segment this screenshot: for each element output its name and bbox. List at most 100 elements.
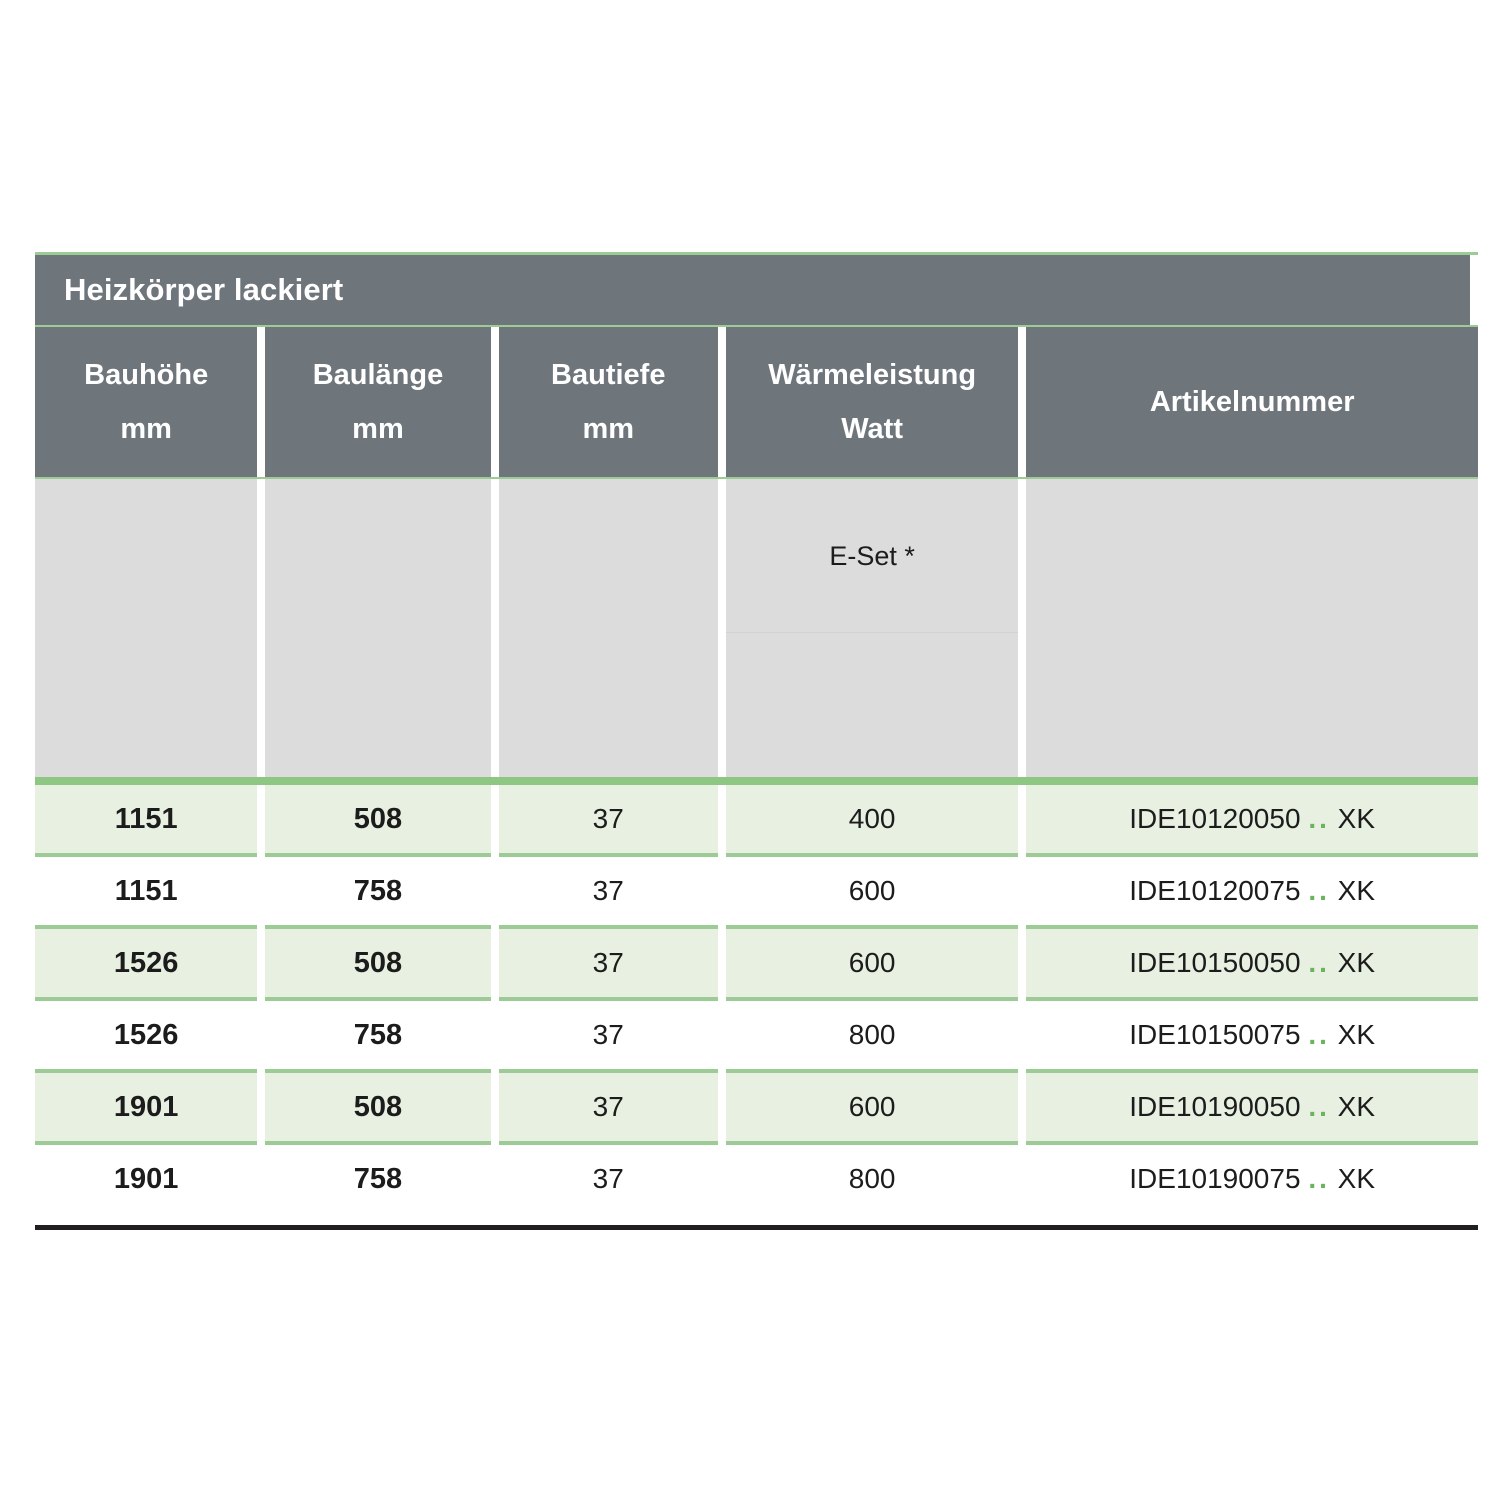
- column-divider: [257, 857, 266, 925]
- cell-watt: 600: [725, 1073, 1019, 1141]
- cell-bautiefe: 37: [498, 785, 718, 853]
- specification-table: Heizkörper lackiert Bauhöhe mm Baulänge …: [35, 252, 1478, 1230]
- article-number-suffix: XK: [1329, 803, 1376, 834]
- column-divider: [717, 929, 726, 997]
- column-divider: [490, 1073, 499, 1141]
- table-row: 1901 508 37 600 IDE10190050 .. XK: [35, 1073, 1478, 1141]
- table-subheader-row: E-Set *: [35, 479, 1478, 777]
- cell-baulaenge: 758: [353, 1162, 403, 1195]
- cell-bauhoehe: 1526: [35, 929, 258, 997]
- column-divider: [717, 857, 726, 925]
- page-title: Heizkörper lackiert: [64, 272, 344, 307]
- column-divider: [717, 1073, 726, 1141]
- article-number-prefix: IDE10120075: [1129, 875, 1309, 906]
- column-divider: [257, 1001, 266, 1069]
- column-divider: [717, 1069, 726, 1073]
- cell-watt: 800: [848, 1163, 896, 1194]
- article-number-suffix: XK: [1329, 1019, 1376, 1050]
- cell-bauhoehe: 1901: [35, 1073, 258, 1141]
- column-divider: [490, 997, 499, 1001]
- column-divider: [1018, 997, 1027, 1001]
- cell-artikelnummer: IDE10190050 .. XK: [1026, 1073, 1478, 1141]
- column-divider: [717, 925, 726, 929]
- column-divider: [1018, 925, 1027, 929]
- row-separator-segment: [35, 1069, 258, 1073]
- row-separator-segment: [1026, 853, 1478, 857]
- column-divider: [1018, 1141, 1027, 1145]
- cell-bautiefe: 37: [592, 1163, 624, 1194]
- column-divider: [1018, 785, 1027, 853]
- row-separator-segment: [725, 925, 1019, 929]
- column-divider: [257, 785, 266, 853]
- column-header-label: Baulänge: [312, 358, 444, 391]
- row-separator-segment: [498, 925, 718, 929]
- table-bottom-rule: [35, 1225, 1478, 1230]
- row-separator-segment: [265, 925, 491, 929]
- column-divider: [257, 1069, 266, 1073]
- article-number-placeholder-dots: ..: [1308, 1091, 1330, 1122]
- column-header-artikelnummer: Artikelnummer: [1026, 327, 1478, 477]
- column-divider: [1018, 853, 1027, 857]
- column-divider: [1018, 1073, 1027, 1141]
- column-divider: [257, 1073, 266, 1141]
- article-number-prefix: IDE10150075: [1129, 1019, 1309, 1050]
- article-number-suffix: XK: [1329, 1163, 1376, 1194]
- column-divider: [490, 1001, 499, 1069]
- cell-artikelnummer: IDE10150050 .. XK: [1026, 929, 1478, 997]
- article-number-suffix: XK: [1329, 875, 1376, 906]
- column-header-unit: mm: [582, 413, 635, 445]
- cell-bauhoehe: 1151: [114, 874, 178, 907]
- row-separator-segment: [498, 1069, 718, 1073]
- column-divider: [717, 327, 726, 477]
- column-header-unit: mm: [120, 413, 172, 445]
- row-separator: [35, 1141, 1478, 1145]
- cell-watt: 600: [848, 875, 896, 906]
- column-divider: [490, 1069, 499, 1073]
- cell-bautiefe: 37: [592, 875, 624, 906]
- article-number-placeholder-dots: ..: [1308, 803, 1330, 834]
- table-row: 1526 508 37 600 IDE10150050 .. XK: [35, 929, 1478, 997]
- column-divider: [717, 785, 726, 853]
- column-divider: [1018, 1145, 1027, 1213]
- table-row: 1151 758 37 600 IDE10120075 .. XK: [35, 857, 1478, 925]
- cell-bautiefe: 37: [498, 1073, 718, 1141]
- column-header-waermeleistung: Wärmeleistung Watt: [725, 327, 1019, 477]
- row-separator-segment: [1026, 1069, 1478, 1073]
- article-number-suffix: XK: [1329, 947, 1376, 978]
- column-divider: [490, 1145, 499, 1213]
- column-divider: [717, 1001, 726, 1069]
- article-number-placeholder-dots: ..: [1308, 1019, 1330, 1050]
- article-number-prefix: IDE10150050: [1129, 947, 1309, 978]
- cell-bauhoehe: 1526: [113, 1018, 179, 1051]
- row-separator-segment: [35, 853, 258, 857]
- cell-bauhoehe: 1901: [113, 1162, 179, 1195]
- row-separator-segment: [1026, 925, 1478, 929]
- column-header-label: Bautiefe: [551, 358, 666, 391]
- cell-artikelnummer: IDE10150075 .. XK: [1026, 1001, 1478, 1069]
- row-separator-segment: [35, 1141, 258, 1145]
- column-divider: [1018, 1001, 1027, 1069]
- column-divider: [257, 929, 266, 997]
- column-divider: [1018, 857, 1027, 925]
- table-column-header-row: Bauhöhe mm Baulänge mm Bautiefe mm Wärme…: [35, 327, 1478, 477]
- cell-watt: 800: [848, 1019, 896, 1050]
- column-divider: [717, 853, 726, 857]
- row-separator-segment: [1026, 1141, 1478, 1145]
- row-separator-segment: [265, 1069, 491, 1073]
- column-header-label: Bauhöhe: [84, 358, 209, 391]
- column-header-bautiefe: Bautiefe mm: [498, 327, 718, 477]
- subheader-cell-baulaenge: [265, 479, 491, 777]
- column-divider: [1018, 327, 1027, 477]
- row-separator: [35, 997, 1478, 1001]
- column-divider: [257, 997, 266, 1001]
- column-divider: [257, 1145, 266, 1213]
- article-number-placeholder-dots: ..: [1308, 1163, 1330, 1194]
- subheader-inner-divider: [725, 632, 1019, 633]
- column-divider: [257, 925, 266, 929]
- cell-bautiefe: 37: [498, 929, 718, 997]
- cell-artikelnummer: IDE10120075 .. XK: [1026, 857, 1478, 925]
- cell-baulaenge: 508: [265, 1073, 491, 1141]
- column-divider: [490, 857, 499, 925]
- row-separator-segment: [498, 853, 718, 857]
- subheader-cell-waermeleistung: E-Set *: [725, 479, 1019, 777]
